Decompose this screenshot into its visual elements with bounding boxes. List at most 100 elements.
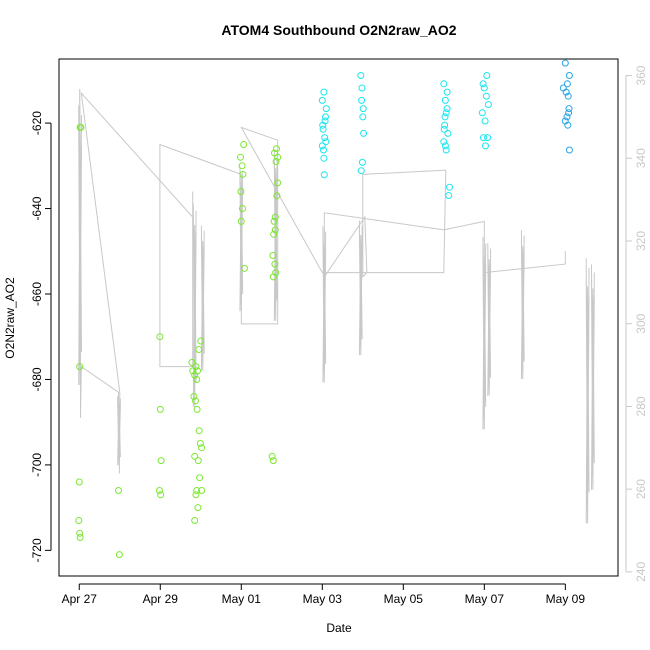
data-point: [192, 491, 200, 499]
data-point: [358, 96, 366, 104]
data-point: [322, 105, 330, 113]
data-point: [193, 376, 201, 383]
spike-cluster: [585, 258, 590, 524]
x-tick-label: May 05: [384, 592, 424, 606]
chart-title: ATOM4 Southbound O2N2raw_AO2: [221, 22, 456, 38]
spike-cluster: [200, 225, 205, 371]
data-point: [440, 125, 448, 133]
y-left-tick-label: -640: [30, 196, 44, 220]
spike-cluster: [591, 264, 595, 490]
data-point: [565, 72, 573, 79]
data-point: [482, 92, 490, 100]
spike-cluster: [322, 226, 327, 383]
data-point: [75, 517, 83, 524]
data-point: [564, 92, 572, 100]
data-point: [563, 80, 571, 88]
series-line: [78, 88, 566, 474]
data-point: [565, 105, 573, 113]
x-axis-label: Date: [326, 621, 352, 635]
data-point: [192, 397, 199, 405]
data-point: [480, 134, 487, 142]
data-point: [271, 226, 279, 234]
data-point: [357, 72, 365, 79]
x-tick-label: May 07: [465, 592, 505, 606]
spike-cluster: [78, 105, 82, 386]
y-axis-right: 240 260 280 300 320 340 360: [625, 65, 648, 582]
data-point: [479, 80, 487, 88]
data-point: [193, 487, 201, 494]
spike-cluster: [487, 243, 492, 396]
data-point: [357, 167, 365, 175]
spike-cluster: [520, 230, 525, 380]
data-point: [320, 88, 328, 96]
spike-cluster: [192, 203, 197, 407]
y-left-tick-label: -680: [30, 367, 44, 391]
data-point: [75, 478, 83, 486]
y-axis-label: O2N2raw_AO2: [3, 277, 17, 359]
data-point: [273, 192, 281, 200]
spike-layer: [78, 105, 595, 524]
data-point: [190, 393, 198, 400]
y-right-tick-label: 260: [634, 479, 648, 499]
data-point: [359, 105, 367, 113]
data-point: [156, 333, 164, 341]
plot-area: [58, 58, 619, 577]
data-point: [320, 154, 328, 162]
data-point: [481, 117, 489, 125]
data-point: [441, 96, 449, 104]
data-point: [194, 504, 202, 512]
data-point: [196, 440, 204, 447]
data-point: [440, 138, 448, 146]
data-point: [483, 72, 491, 79]
data-point: [442, 109, 450, 117]
data-point: [565, 109, 573, 117]
data-point: [443, 88, 451, 96]
points-layer: [75, 59, 573, 559]
data-point: [157, 457, 165, 465]
data-point: [77, 123, 85, 131]
data-point: [241, 264, 248, 272]
data-point: [115, 551, 123, 559]
data-point: [237, 188, 245, 195]
y-left-tick-label: -700: [30, 453, 44, 477]
y-axis-left: -720 -700 -680 -660 -640 -620: [30, 111, 52, 562]
data-point: [322, 113, 329, 121]
data-point: [320, 171, 328, 179]
data-point: [194, 457, 202, 465]
data-point: [559, 84, 567, 92]
data-point: [238, 162, 246, 170]
data-point: [198, 487, 206, 494]
data-point: [480, 84, 488, 92]
data-point: [441, 142, 449, 150]
data-point: [271, 213, 279, 221]
data-point: [195, 427, 203, 435]
data-point: [197, 337, 205, 345]
data-point: [191, 452, 199, 460]
data-point: [239, 205, 246, 212]
line-layer: [78, 88, 566, 474]
data-point: [445, 192, 453, 199]
data-point: [270, 230, 278, 238]
spike-cluster: [117, 396, 121, 466]
data-point: [239, 170, 247, 178]
data-point: [443, 105, 451, 113]
data-point: [318, 96, 326, 104]
data-point: [198, 444, 206, 452]
data-point: [191, 517, 199, 524]
data-point: [271, 260, 279, 268]
data-point: [157, 491, 165, 499]
data-point: [76, 534, 84, 541]
data-point: [561, 59, 569, 67]
y-right-tick-label: 320: [634, 231, 648, 251]
y-right-tick-label: 340: [634, 148, 648, 168]
data-point: [269, 457, 277, 465]
data-point: [268, 452, 276, 460]
y-right-tick-label: 300: [634, 313, 648, 333]
data-point: [322, 138, 330, 146]
data-point: [237, 153, 244, 161]
data-point: [196, 474, 204, 482]
data-point: [565, 146, 573, 154]
data-point: [319, 121, 327, 129]
data-point: [115, 487, 122, 494]
